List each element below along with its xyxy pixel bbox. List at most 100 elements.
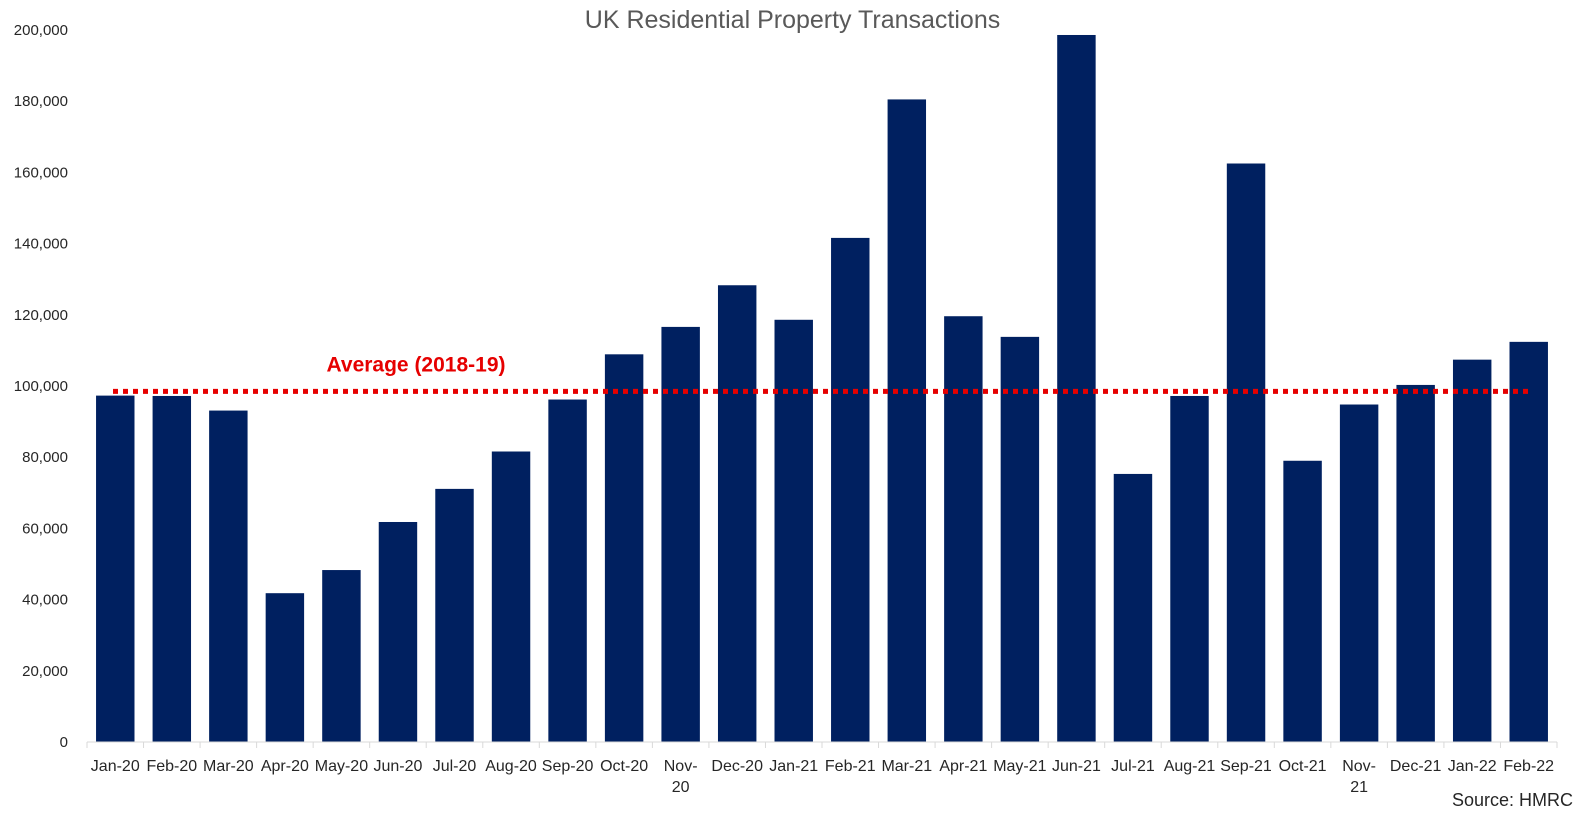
- y-tick-label: 80,000: [22, 449, 68, 466]
- bar-dec-21: [1396, 384, 1435, 742]
- x-tick-label-line: Nov-: [664, 758, 698, 775]
- y-tick-label: 100,000: [14, 378, 68, 395]
- bar-jun-21: [1057, 34, 1096, 742]
- x-tick-label-line: Apr-21: [939, 758, 987, 775]
- bar-apr-20: [265, 593, 305, 742]
- bar-jan-20: [96, 395, 135, 742]
- bar-mar-20: [209, 410, 248, 742]
- x-tick-label-line: Jul-20: [433, 758, 477, 775]
- x-tick-label: May-20: [315, 758, 368, 775]
- chart-title: UK Residential Property Transactions: [584, 6, 1001, 34]
- x-tick-label: Feb-20: [146, 758, 197, 775]
- x-tick-label: Apr-20: [261, 758, 309, 775]
- x-tick-label: Mar-21: [881, 758, 932, 775]
- x-tick-label: Oct-20: [600, 758, 648, 775]
- x-tick-label-line: Aug-20: [485, 758, 537, 775]
- bar-jul-21: [1113, 473, 1153, 742]
- x-tick-label: Nov- 21: [1342, 758, 1376, 796]
- x-tick-label: Jul-21: [1111, 758, 1155, 775]
- x-tick-label-line: Jul-21: [1111, 758, 1155, 775]
- x-tick-label-line: Jun-21: [1052, 758, 1101, 775]
- x-tick-label-line: Feb-21: [825, 758, 876, 775]
- x-tick-label-line: Oct-20: [600, 758, 648, 775]
- x-tick-label: Apr-21: [939, 758, 987, 775]
- x-tick-label: Aug-20: [485, 758, 537, 775]
- y-tick-label: 40,000: [22, 592, 68, 609]
- x-tick-label: Dec-21: [1390, 758, 1442, 775]
- x-tick-label: Jan-22: [1448, 758, 1497, 775]
- bar-jul-20: [435, 488, 474, 742]
- x-tick-label: Feb-21: [825, 758, 876, 775]
- axes: [86, 741, 1558, 748]
- bar-aug-21: [1170, 395, 1209, 742]
- bar-dec-20: [717, 285, 757, 742]
- x-tick-label-line: Dec-21: [1390, 758, 1442, 775]
- bar-feb-20: [152, 395, 192, 742]
- x-tick-label: Nov- 20: [664, 758, 698, 796]
- x-tick-label-line: Jan-20: [91, 758, 140, 775]
- x-tick-label-line: Mar-20: [203, 758, 254, 775]
- x-tick-label: Mar-20: [203, 758, 254, 775]
- source-note: Source: HMRC: [1451, 790, 1573, 810]
- bar-series: [96, 34, 1548, 743]
- x-tick-label-line: Apr-20: [261, 758, 309, 775]
- x-tick-label: Oct-21: [1279, 758, 1327, 775]
- bar-oct-21: [1283, 460, 1322, 742]
- x-tick-label-line: Oct-21: [1279, 758, 1327, 775]
- bar-aug-20: [491, 451, 531, 742]
- x-tick-label: May-21: [993, 758, 1046, 775]
- bar-jan-22: [1452, 359, 1492, 742]
- y-axis-ticks: 0 20,000 40,000 60,000 80,000 100,000 120,000 1…: [14, 22, 68, 751]
- y-tick-label: 0: [60, 734, 68, 751]
- x-tick-label: Dec-20: [711, 758, 763, 775]
- y-tick-label: 200,000: [14, 22, 68, 39]
- x-tick-label: Jul-20: [433, 758, 477, 775]
- x-tick-label-line: Jan-21: [769, 758, 818, 775]
- x-tick-label-line: 21: [1350, 779, 1368, 796]
- bar-may-20: [322, 570, 361, 742]
- bar-sep-21: [1226, 163, 1266, 742]
- x-tick-label: Aug-21: [1164, 758, 1216, 775]
- x-tick-label-line: Feb-20: [146, 758, 197, 775]
- x-tick-label-line: May-21: [993, 758, 1046, 775]
- average-reference-line: Average (2018-19): [113, 353, 1532, 394]
- x-tick-label-line: Feb-22: [1503, 758, 1554, 775]
- y-tick-label: 180,000: [14, 93, 68, 110]
- x-tick-label-line: Jun-20: [374, 758, 423, 775]
- x-axis-ticks: Jan-20 Feb-20 Mar-20 Apr-20 May-20 Jun-20 Jul-…: [91, 758, 1554, 796]
- x-tick-label: Jun-21: [1052, 758, 1101, 775]
- bar-oct-20: [604, 354, 644, 742]
- bar-feb-22: [1509, 341, 1548, 742]
- y-tick-label: 120,000: [14, 307, 68, 324]
- x-tick-label-line: May-20: [315, 758, 368, 775]
- x-tick-label-line: Dec-20: [711, 758, 763, 775]
- y-tick-label: 140,000: [14, 236, 68, 253]
- x-tick-label-line: Mar-21: [881, 758, 932, 775]
- bar-mar-21: [887, 99, 927, 743]
- bar-jan-21: [774, 319, 813, 742]
- x-tick-label: Sep-20: [542, 758, 594, 775]
- y-tick-label: 60,000: [22, 520, 68, 537]
- bar-jun-20: [378, 521, 418, 742]
- x-tick-label-line: Sep-20: [542, 758, 594, 775]
- y-tick-label: 20,000: [22, 663, 68, 680]
- bar-nov-21: [1339, 404, 1379, 742]
- bar-nov-20: [661, 326, 700, 742]
- average-label: Average (2018-19): [327, 353, 506, 376]
- x-tick-label: Sep-21: [1220, 758, 1272, 775]
- x-tick-label: Jun-20: [374, 758, 423, 775]
- x-tick-label-line: 20: [672, 779, 690, 796]
- x-tick-label: Jan-20: [91, 758, 140, 775]
- x-tick-label-line: Jan-22: [1448, 758, 1497, 775]
- x-tick-label: Feb-22: [1503, 758, 1554, 775]
- x-tick-label-line: Aug-21: [1164, 758, 1216, 775]
- bar-apr-21: [944, 316, 983, 742]
- x-tick-label-line: Sep-21: [1220, 758, 1272, 775]
- y-tick-label: 160,000: [14, 164, 68, 181]
- x-tick-label: Jan-21: [769, 758, 818, 775]
- x-tick-label-line: Nov-: [1342, 758, 1376, 775]
- bar-sep-20: [548, 399, 587, 742]
- bar-feb-21: [831, 237, 870, 743]
- bar-may-21: [1000, 336, 1040, 742]
